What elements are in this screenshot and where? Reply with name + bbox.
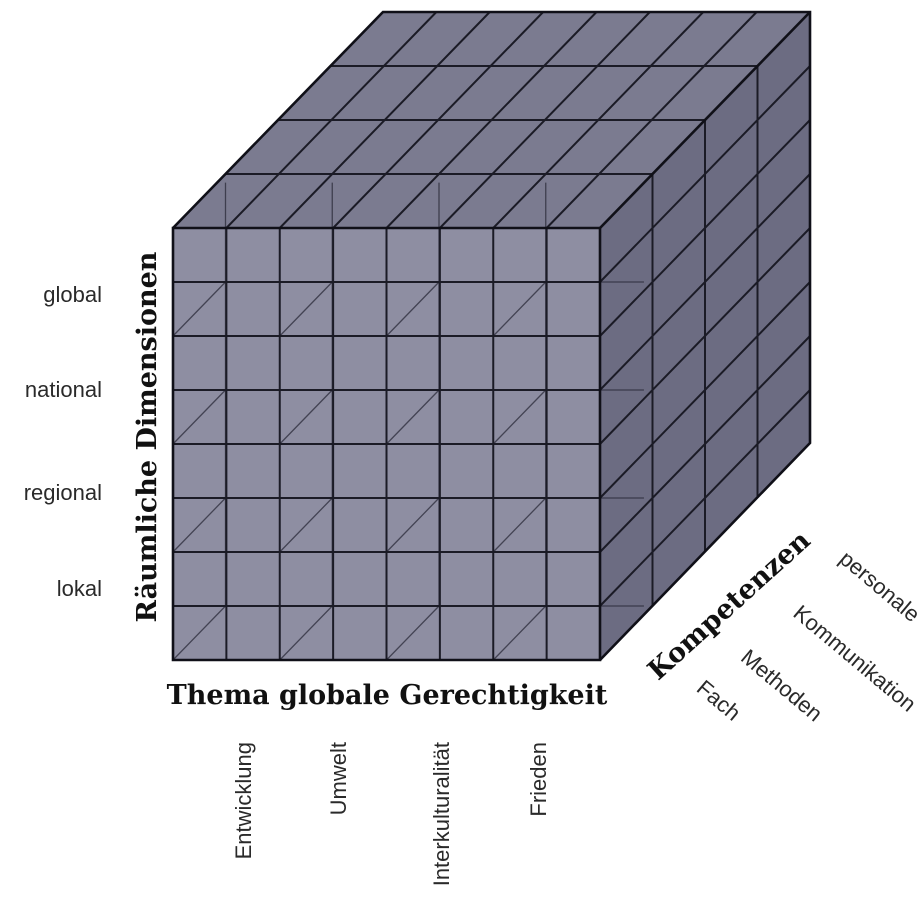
- interior-diagonal-line: [172, 281, 226, 337]
- horizontal-level-umwelt: Umwelt: [326, 742, 351, 815]
- horizontal-level-interkulturalitaet: Interkulturalität: [429, 742, 454, 886]
- horizontal-axis-title: Thema globale Gerechtigkeit: [167, 680, 608, 711]
- vertical-axis-title: Räumliche Dimensionen: [132, 251, 163, 622]
- interior-diagonal-line: [386, 281, 440, 337]
- interior-diagonal-line: [492, 389, 547, 445]
- interior-diagonal-line: [172, 605, 226, 661]
- interior-diagonal-line: [386, 605, 440, 661]
- depth-level-fach: Fach: [692, 675, 746, 726]
- interior-diagonal-line: [492, 497, 547, 553]
- interior-diagonal-line: [279, 605, 333, 661]
- interior-diagonal-line: [172, 497, 226, 553]
- interior-diagonal-line: [279, 497, 333, 553]
- cube: [171, 10, 812, 662]
- depth-level-personale: personale: [835, 546, 919, 627]
- interior-diagonal-line: [279, 389, 333, 445]
- cube-grid-lines: [173, 11, 811, 660]
- interior-diagonal-line: [386, 389, 440, 445]
- vertical-level-global: global: [43, 282, 102, 307]
- horizontal-level-frieden: Frieden: [526, 742, 551, 817]
- interior-diagonal-line: [492, 605, 547, 661]
- interior-diagonal-line: [386, 497, 440, 553]
- vertical-level-regional: regional: [24, 480, 102, 505]
- interior-diagonal-line: [172, 389, 226, 445]
- cube-outline-top-right: [599, 11, 811, 229]
- vertical-level-lokal: lokal: [57, 576, 102, 601]
- vertical-level-national: national: [25, 377, 102, 402]
- horizontal-level-entwicklung: Entwicklung: [231, 742, 256, 859]
- depth-level-methoden: Methoden: [736, 644, 827, 726]
- interior-diagonal-line: [492, 281, 547, 337]
- interior-diagonal-line: [279, 281, 333, 337]
